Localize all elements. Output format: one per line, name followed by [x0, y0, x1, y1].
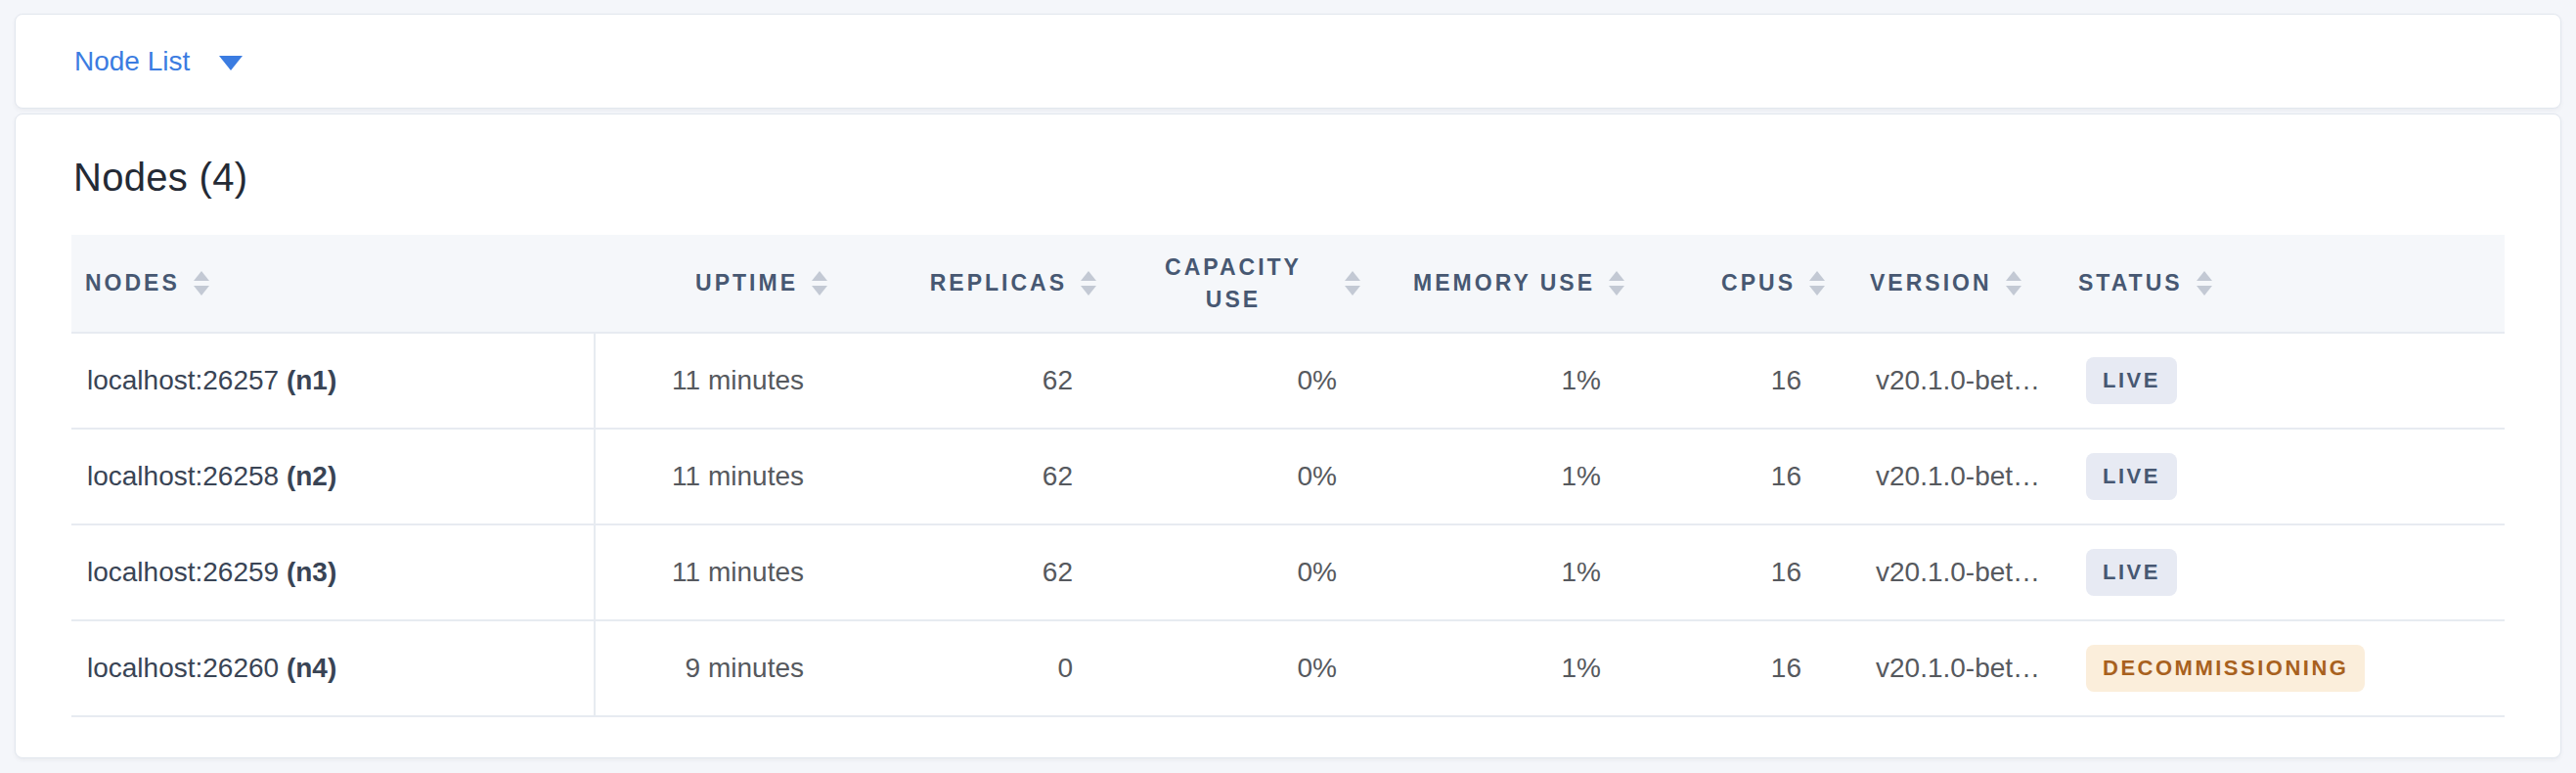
memory-use-cell: 1% — [1362, 333, 1626, 429]
memory-use-cell: 1% — [1362, 429, 1626, 524]
sort-icon — [2006, 271, 2021, 296]
view-selector-bar: Node List — [15, 14, 2561, 109]
replicas-cell: 62 — [829, 333, 1098, 429]
column-header-cpus[interactable]: CPUs — [1626, 270, 1827, 296]
column-header-uptime[interactable]: Uptime — [595, 270, 829, 296]
node-address: localhost:26257 — [87, 365, 279, 395]
column-header-replicas[interactable]: Replicas — [829, 270, 1098, 296]
uptime-cell: 11 minutes — [595, 333, 829, 429]
view-selector-dropdown[interactable]: Node List — [74, 46, 243, 77]
node-id: (n4) — [287, 653, 336, 683]
node-id: (n2) — [287, 461, 336, 491]
node-address: localhost:26258 — [87, 461, 279, 491]
version-cell: v20.1.0-bet… — [1827, 429, 2047, 524]
replicas-cell: 62 — [829, 429, 1098, 524]
status-cell: LIVE — [2047, 333, 2505, 429]
uptime-cell: 11 minutes — [595, 429, 829, 524]
node-id: (n3) — [287, 557, 336, 587]
capacity-use-cell: 0% — [1098, 620, 1362, 716]
sort-icon — [1345, 271, 1360, 296]
node-address-cell[interactable]: localhost:26259 (n3) — [71, 524, 595, 620]
page-title: Nodes (4) — [73, 156, 2505, 200]
table-header-row: Nodes Uptime Replicas — [71, 235, 2505, 333]
status-badge: DECOMMISSIONING — [2086, 645, 2365, 692]
view-selector-label: Node List — [74, 46, 190, 77]
replicas-cell: 0 — [829, 620, 1098, 716]
status-badge: LIVE — [2086, 549, 2177, 596]
capacity-use-cell: 0% — [1098, 333, 1362, 429]
table-row: localhost:26257 (n1) 11 minutes 62 0% 1%… — [71, 333, 2505, 429]
column-header-memory-use[interactable]: Memory Use — [1362, 270, 1626, 296]
status-badge: LIVE — [2086, 357, 2177, 404]
sort-icon — [2197, 271, 2212, 296]
node-address: localhost:26260 — [87, 653, 279, 683]
version-cell: v20.1.0-bet… — [1827, 620, 2047, 716]
node-address-cell[interactable]: localhost:26258 (n2) — [71, 429, 595, 524]
table-row: localhost:26259 (n3) 11 minutes 62 0% 1%… — [71, 524, 2505, 620]
version-cell: v20.1.0-bet… — [1827, 524, 2047, 620]
capacity-use-cell: 0% — [1098, 524, 1362, 620]
status-cell: DECOMMISSIONING — [2047, 620, 2505, 716]
status-badge: LIVE — [2086, 453, 2177, 500]
version-cell: v20.1.0-bet… — [1827, 333, 2047, 429]
sort-icon — [812, 271, 827, 296]
status-cell: LIVE — [2047, 429, 2505, 524]
node-address-cell[interactable]: localhost:26257 (n1) — [71, 333, 595, 429]
cpus-cell: 16 — [1626, 333, 1827, 429]
uptime-cell: 11 minutes — [595, 524, 829, 620]
chevron-down-icon — [219, 56, 243, 70]
sort-icon — [1609, 271, 1624, 296]
capacity-use-cell: 0% — [1098, 429, 1362, 524]
replicas-cell: 62 — [829, 524, 1098, 620]
sort-icon — [1081, 271, 1096, 296]
cpus-cell: 16 — [1626, 524, 1827, 620]
node-address: localhost:26259 — [87, 557, 279, 587]
node-address-cell[interactable]: localhost:26260 (n4) — [71, 620, 595, 716]
table-row: localhost:26260 (n4) 9 minutes 0 0% 1% 1… — [71, 620, 2505, 716]
page: { "topbar": { "dropdown_label": "Node Li… — [0, 0, 2576, 773]
status-cell: LIVE — [2047, 524, 2505, 620]
memory-use-cell: 1% — [1362, 620, 1626, 716]
cpus-cell: 16 — [1626, 620, 1827, 716]
column-header-capacity-use[interactable]: Capacity Use — [1098, 251, 1362, 314]
node-id: (n1) — [287, 365, 336, 395]
column-header-nodes[interactable]: Nodes — [71, 270, 595, 296]
memory-use-cell: 1% — [1362, 524, 1626, 620]
cpus-cell: 16 — [1626, 429, 1827, 524]
sort-icon — [1809, 271, 1825, 296]
column-header-status[interactable]: Status — [2047, 270, 2505, 296]
table-row: localhost:26258 (n2) 11 minutes 62 0% 1%… — [71, 429, 2505, 524]
sort-icon — [194, 271, 209, 296]
column-header-version[interactable]: Version — [1827, 270, 2047, 296]
nodes-card: Nodes (4) Nodes Uptime — [15, 114, 2561, 758]
nodes-table: Nodes Uptime Replicas — [71, 235, 2505, 717]
uptime-cell: 9 minutes — [595, 620, 829, 716]
